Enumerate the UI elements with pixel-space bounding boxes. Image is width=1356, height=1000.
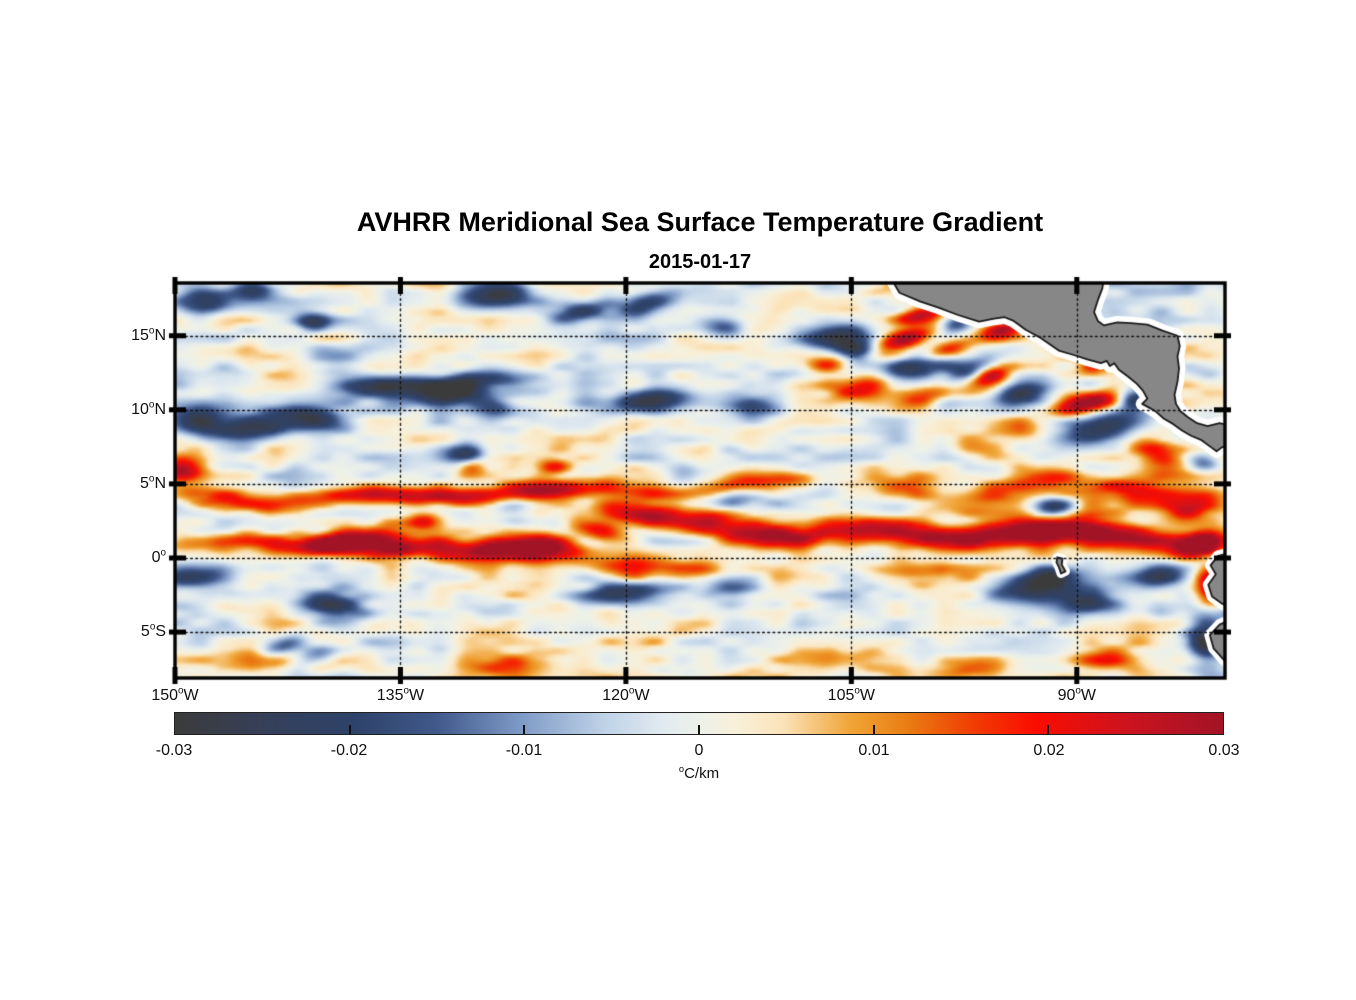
y-tick-label: 5oN: [140, 473, 166, 492]
x-tick-label: 105oW: [827, 685, 876, 704]
figure-title: AVHRR Meridional Sea Surface Temperature…: [356, 207, 1044, 237]
y-tick-label: 5oS: [140, 621, 166, 641]
x-tick-label: 150oW: [151, 685, 199, 704]
colorbar-tick: [698, 725, 700, 734]
x-tick-label: 120oW: [602, 685, 650, 704]
colorbar-tick-label: 0.03: [1208, 742, 1240, 759]
colorbar-tick: [1047, 725, 1050, 734]
colorbar-tick-label: 0.01: [858, 742, 890, 759]
x-tick-label: 135oW: [376, 685, 425, 704]
y-tick-label: 15oN: [131, 325, 166, 344]
colorbar-tick: [523, 725, 526, 734]
colorbar-tick-label: 0: [694, 742, 704, 759]
colorbar-tick: [872, 725, 875, 734]
y-tick-label: 0o: [151, 547, 166, 566]
colorbar-unit-label: oC/km: [678, 764, 720, 782]
figure-subtitle: 2015-01-17: [648, 251, 752, 273]
colorbar-tick-label: -0.03: [155, 742, 193, 759]
x-tick-label: 90oW: [1057, 685, 1097, 704]
colorbar-tick-label: -0.02: [330, 742, 368, 759]
colorbar-tick: [348, 725, 351, 734]
colorbar-tick-label: -0.01: [505, 742, 543, 759]
y-tick-label: 10oN: [131, 399, 166, 418]
colorbar: [174, 712, 1224, 735]
colorbar-tick-label: 0.02: [1033, 742, 1065, 759]
